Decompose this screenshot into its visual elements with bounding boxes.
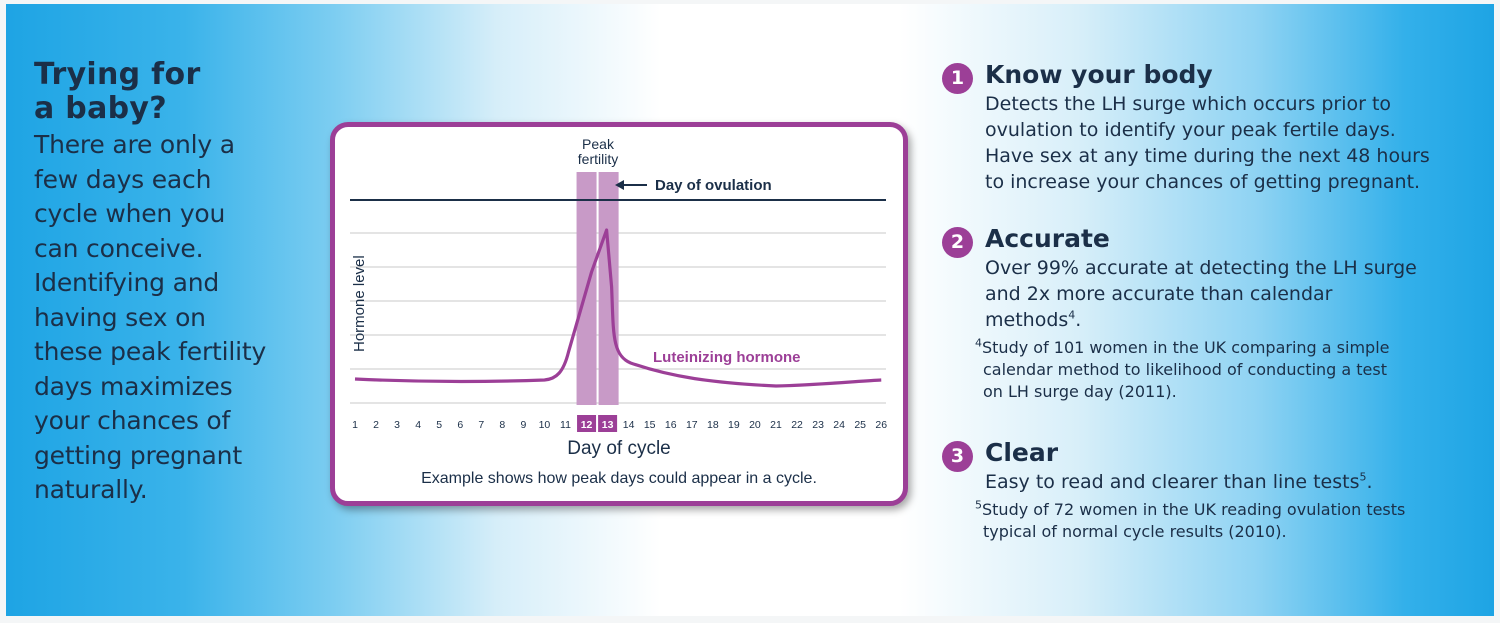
x-tick-label-day-22: 22 xyxy=(791,419,803,431)
intro-body: There are only a few days each cycle whe… xyxy=(34,130,267,504)
feature-title: Clear xyxy=(985,438,1059,467)
x-tick-label-day-25: 25 xyxy=(854,419,866,431)
x-tick-label-day-12: 12 xyxy=(581,419,593,431)
intro-section: Trying for a baby? There are only a few … xyxy=(34,58,304,508)
y-axis-label: Hormone level xyxy=(351,255,368,352)
ovulation-arrow-icon xyxy=(615,180,647,190)
feature-number-badge: 3 xyxy=(942,441,973,472)
feature-body: Over 99% accurate at detecting the LH su… xyxy=(985,257,1417,331)
feature-title: Accurate xyxy=(985,224,1110,253)
x-tick-label-day-21: 21 xyxy=(770,419,782,431)
feature-title: Know your body xyxy=(985,60,1213,89)
cycle-chart: Peak fertility Day of ovulation Luteiniz… xyxy=(350,136,887,487)
x-tick-label-day-9: 9 xyxy=(520,419,526,431)
tick-highlight-day-13 xyxy=(598,415,618,432)
footnote-4: 4Study of 101 women in the UK comparing … xyxy=(975,336,1390,401)
x-tick-label-day-6: 6 xyxy=(457,419,463,431)
x-axis-tick-labels: 1 2 3 4 5 6 7 8 9 10 11 12 13 14 15 16 17 18 19 20 21 22 23 24 2… xyxy=(352,415,887,432)
footnote-5: 5Study of 72 women in the UK reading ovu… xyxy=(975,498,1406,541)
x-tick-label-day-16: 16 xyxy=(665,419,677,431)
peak-band-day-13 xyxy=(598,172,619,405)
cycle-chart-card: Peak fertility Day of ovulation Luteiniz… xyxy=(330,122,908,506)
feature-body: Detects the LH surge which occurs prior … xyxy=(985,93,1430,193)
x-tick-label-day-2: 2 xyxy=(373,419,379,431)
x-tick-label-day-10: 10 xyxy=(539,419,551,431)
x-axis-label: Day of cycle xyxy=(567,438,670,459)
x-tick-label-day-19: 19 xyxy=(728,419,740,431)
feature-number-badge: 2 xyxy=(942,227,973,258)
x-tick-label-day-1: 1 xyxy=(352,419,358,431)
lh-hormone-curve xyxy=(354,228,882,388)
x-tick-label-day-4: 4 xyxy=(415,419,421,431)
x-tick-label-day-8: 8 xyxy=(499,419,505,431)
x-tick-label-day-15: 15 xyxy=(644,419,656,431)
x-tick-label-day-14: 14 xyxy=(623,419,635,431)
feature-body: Easy to read and clearer than line tests… xyxy=(985,470,1373,493)
ovulation-label: Day of ovulation xyxy=(655,177,772,194)
x-tick-label-day-23: 23 xyxy=(812,419,824,431)
peak-label-line1: Peak xyxy=(582,136,615,152)
intro-heading: Trying for a baby? xyxy=(34,57,201,126)
x-tick-label-day-17: 17 xyxy=(686,419,698,431)
x-tick-label-day-24: 24 xyxy=(833,419,845,431)
feature-number-badge: 1 xyxy=(942,63,973,94)
x-tick-label-day-18: 18 xyxy=(707,419,719,431)
x-tick-label-day-13: 13 xyxy=(602,419,614,431)
x-tick-label-day-26: 26 xyxy=(875,419,887,431)
tick-highlight-day-12 xyxy=(577,415,597,432)
x-tick-label-day-7: 7 xyxy=(478,419,484,431)
x-tick-label-day-20: 20 xyxy=(749,419,761,431)
peak-label-line2: fertility xyxy=(578,151,618,167)
x-tick-label-day-11: 11 xyxy=(560,419,571,431)
lh-series-label: Luteinizing hormone xyxy=(653,349,801,366)
chart-caption: Example shows how peak days could appear… xyxy=(421,470,817,487)
x-tick-label-day-3: 3 xyxy=(394,419,400,431)
x-tick-label-day-5: 5 xyxy=(436,419,442,431)
